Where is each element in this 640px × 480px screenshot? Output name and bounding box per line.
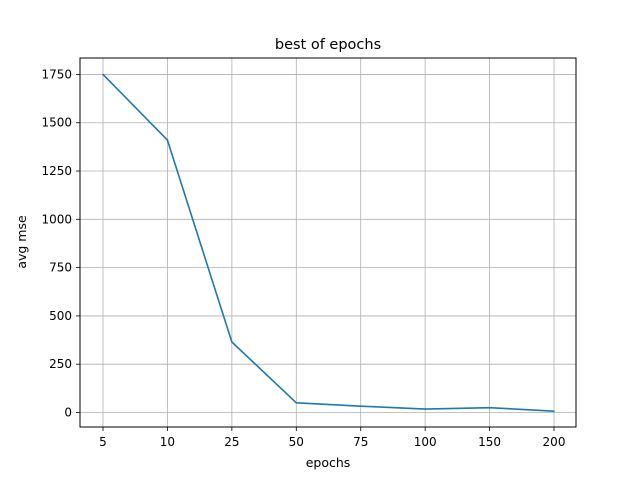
- data-point: [231, 341, 233, 343]
- data-point: [295, 402, 298, 404]
- x-tick-label: 200: [543, 435, 566, 449]
- x-tick-label: 100: [414, 435, 437, 449]
- data-point: [424, 408, 426, 410]
- series-layer: [102, 73, 555, 412]
- x-tick-label: 75: [353, 435, 368, 449]
- y-axis-label: avg mse: [14, 215, 29, 269]
- y-tick-label: 500: [49, 309, 72, 323]
- x-axis-label: epochs: [306, 455, 351, 470]
- grid: [80, 58, 576, 427]
- data-point: [166, 139, 169, 141]
- x-axis: 5 10 25 50 75 100 150 200: [99, 427, 565, 449]
- data-point: [488, 406, 491, 409]
- data-point: [553, 410, 555, 412]
- data-point: [359, 405, 362, 407]
- y-tick-label: 250: [49, 357, 72, 371]
- series-line: [102, 73, 555, 412]
- chart-title: best of epochs: [275, 37, 381, 53]
- y-tick-label: 1250: [41, 164, 72, 178]
- x-tick-label: 150: [478, 435, 501, 449]
- x-tick-label: 10: [160, 435, 175, 449]
- y-axis: 0 250 500 750 1000 1250 1500 1750: [41, 67, 80, 420]
- x-tick-label: 25: [224, 435, 239, 449]
- y-tick-label: 750: [49, 261, 72, 275]
- data-point: [102, 73, 104, 76]
- y-tick-label: 1750: [41, 67, 72, 81]
- x-tick-label: 5: [99, 435, 107, 449]
- plot-frame: [79, 57, 577, 428]
- y-tick-label: 0: [64, 406, 72, 420]
- x-tick-label: 50: [289, 435, 304, 449]
- y-tick-label: 1500: [41, 116, 72, 130]
- y-tick-label: 1000: [41, 212, 72, 226]
